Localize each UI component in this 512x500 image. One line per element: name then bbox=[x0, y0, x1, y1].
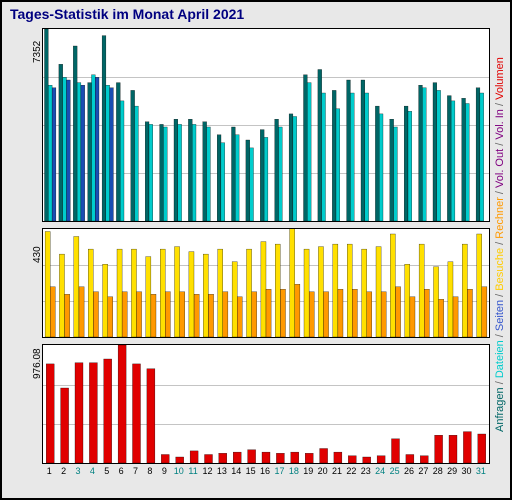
ylabel-panel1: 7352 bbox=[32, 41, 43, 63]
panel-requests bbox=[42, 28, 490, 222]
xaxis-day: 30 bbox=[459, 466, 473, 476]
legend-item: Besuche bbox=[494, 248, 506, 291]
xaxis-day: 16 bbox=[258, 466, 272, 476]
xaxis-day: 20 bbox=[315, 466, 329, 476]
xaxis-day: 31 bbox=[474, 466, 488, 476]
xaxis-day: 2 bbox=[56, 466, 70, 476]
xaxis-day: 29 bbox=[445, 466, 459, 476]
xaxis-day: 8 bbox=[143, 466, 157, 476]
xaxis-day: 5 bbox=[100, 466, 114, 476]
ylabel-panel2: 430 bbox=[32, 246, 43, 263]
chart-title: Tages-Statistik im Monat April 2021 bbox=[10, 6, 244, 22]
ylabel-panel3: 976.08 bbox=[32, 348, 43, 379]
xaxis-day: 10 bbox=[172, 466, 186, 476]
legend-item: Rechner bbox=[494, 198, 506, 240]
xaxis-day: 15 bbox=[243, 466, 257, 476]
xaxis-day: 3 bbox=[71, 466, 85, 476]
legend-item: Anfragen bbox=[494, 388, 506, 433]
xaxis-day: 21 bbox=[330, 466, 344, 476]
legend-item: Vol. Out bbox=[494, 149, 506, 188]
xaxis-day: 17 bbox=[272, 466, 286, 476]
legend-item: Dateien bbox=[494, 341, 506, 379]
xaxis-day: 18 bbox=[287, 466, 301, 476]
xaxis-day: 13 bbox=[215, 466, 229, 476]
xaxis-day: 9 bbox=[157, 466, 171, 476]
xaxis-day: 1 bbox=[42, 466, 56, 476]
xaxis-day: 27 bbox=[416, 466, 430, 476]
legend-item: Volumen bbox=[494, 58, 506, 101]
xaxis-day: 12 bbox=[200, 466, 214, 476]
panel-visits bbox=[42, 228, 490, 338]
xaxis-day: 24 bbox=[373, 466, 387, 476]
xaxis-day: 28 bbox=[431, 466, 445, 476]
xaxis-day: 14 bbox=[229, 466, 243, 476]
xaxis-day: 11 bbox=[186, 466, 200, 476]
panel-volume bbox=[42, 344, 490, 464]
xaxis-day: 26 bbox=[402, 466, 416, 476]
legend-right: Anfragen / Dateien / Seiten / Besuche / … bbox=[494, 28, 506, 462]
xaxis-day: 23 bbox=[359, 466, 373, 476]
xaxis-day: 22 bbox=[344, 466, 358, 476]
x-axis-days: 1234567891011121314151617181920212223242… bbox=[42, 466, 488, 476]
xaxis-day: 4 bbox=[85, 466, 99, 476]
chart-frame: Tages-Statistik im Monat April 2021 7352… bbox=[0, 0, 512, 500]
xaxis-day: 6 bbox=[114, 466, 128, 476]
legend-item: Seiten bbox=[494, 300, 506, 331]
xaxis-day: 7 bbox=[128, 466, 142, 476]
legend-item: Vol. In bbox=[494, 110, 506, 141]
xaxis-day: 19 bbox=[301, 466, 315, 476]
xaxis-day: 25 bbox=[387, 466, 401, 476]
